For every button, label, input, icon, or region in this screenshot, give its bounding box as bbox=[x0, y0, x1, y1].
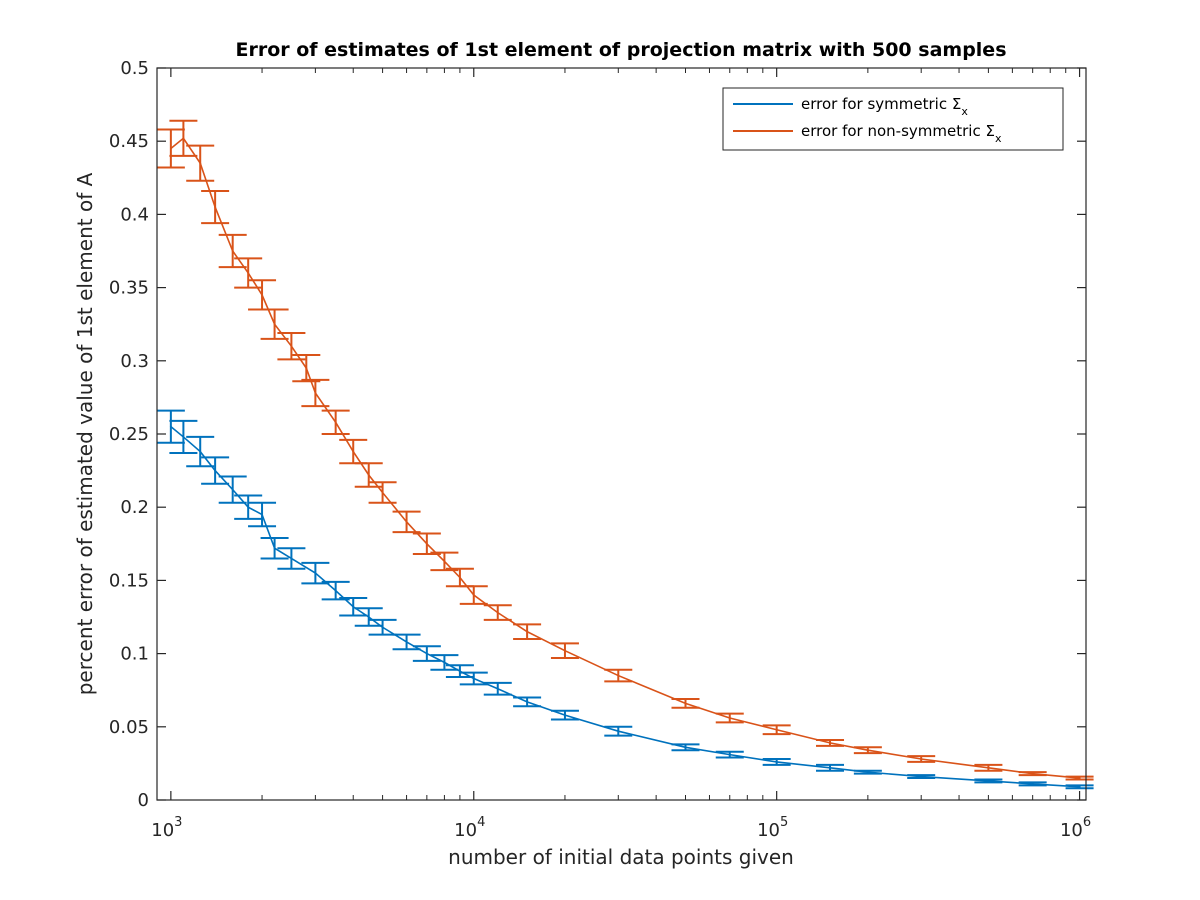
chart-title: Error of estimates of 1st element of pro… bbox=[235, 39, 1006, 61]
y-tick-label: 0.05 bbox=[109, 717, 149, 738]
data-point bbox=[305, 367, 308, 370]
data-point bbox=[866, 749, 869, 752]
data-point bbox=[169, 425, 172, 428]
data-point bbox=[564, 714, 566, 716]
data-point bbox=[684, 746, 687, 749]
data-point bbox=[231, 250, 234, 252]
data-point bbox=[617, 674, 620, 677]
data-point bbox=[334, 589, 337, 592]
data-point bbox=[352, 605, 355, 608]
data-point bbox=[273, 323, 276, 326]
y-tick-label: 0 bbox=[138, 790, 149, 811]
x-tick-label: 103 bbox=[151, 815, 182, 841]
data-point bbox=[459, 576, 461, 579]
series-layer bbox=[156, 119, 1094, 790]
data-point bbox=[405, 520, 408, 523]
data-point bbox=[214, 469, 217, 472]
y-tick-label: 0.15 bbox=[109, 570, 149, 591]
data-point bbox=[231, 488, 234, 491]
y-tick-label: 0.2 bbox=[120, 497, 149, 518]
legend: error for symmetric Σx error for non-symm… bbox=[722, 87, 1064, 151]
data-point bbox=[496, 687, 499, 690]
data-point bbox=[684, 702, 687, 705]
data-point bbox=[526, 701, 529, 703]
series-0 bbox=[156, 409, 1094, 790]
data-point bbox=[381, 491, 384, 494]
x-tick-label: 106 bbox=[1060, 815, 1091, 841]
data-point bbox=[459, 670, 461, 673]
data-point bbox=[728, 753, 731, 756]
data-point bbox=[829, 766, 831, 769]
data-point bbox=[352, 450, 355, 453]
data-point bbox=[1031, 772, 1034, 775]
series-1 bbox=[156, 119, 1094, 781]
x-tick-label: 104 bbox=[454, 815, 485, 841]
series-line bbox=[170, 426, 1080, 788]
data-point bbox=[182, 436, 185, 438]
legend-label: error for symmetric Σx bbox=[801, 95, 968, 118]
data-point bbox=[381, 626, 384, 629]
axes-layer: 0 0.05 0.1 0.15 0.2 0.25 0.3 0.35 0.4 0.45 0.5 103 1… bbox=[109, 58, 1091, 841]
data-point bbox=[405, 640, 408, 643]
y-axis-label: percent error of estimated value of 1st … bbox=[73, 172, 97, 695]
data-point bbox=[425, 652, 428, 655]
data-point bbox=[247, 272, 250, 274]
data-point bbox=[367, 474, 370, 476]
x-axis-label: number of initial data points given bbox=[448, 845, 794, 869]
data-point bbox=[443, 560, 446, 563]
data-point bbox=[273, 547, 276, 550]
legend-box bbox=[722, 87, 1064, 151]
y-tick-label: 0.4 bbox=[120, 204, 149, 225]
legend-label: error for non-symmetric Σx bbox=[801, 122, 1002, 145]
data-point bbox=[1031, 782, 1034, 785]
data-point bbox=[214, 206, 217, 208]
data-point bbox=[526, 630, 529, 633]
y-tick-label: 0.1 bbox=[120, 644, 149, 665]
data-point bbox=[367, 616, 370, 618]
y-tick-label: 0.3 bbox=[120, 351, 149, 372]
data-point bbox=[261, 294, 263, 296]
data-point bbox=[920, 775, 923, 778]
data-point bbox=[425, 542, 428, 545]
data-point bbox=[496, 611, 499, 614]
data-point bbox=[334, 421, 337, 424]
data-point bbox=[1078, 785, 1081, 788]
data-point bbox=[472, 594, 475, 596]
data-point bbox=[617, 730, 620, 733]
data-point bbox=[775, 728, 778, 731]
data-point bbox=[472, 677, 475, 680]
plot-area bbox=[157, 68, 1086, 800]
y-tick-label: 0.5 bbox=[120, 58, 149, 79]
y-tick-label: 0.35 bbox=[109, 278, 149, 299]
data-point bbox=[829, 742, 831, 744]
x-tick-label: 105 bbox=[757, 815, 788, 841]
y-tick-label: 0.45 bbox=[109, 131, 149, 152]
data-point bbox=[920, 758, 923, 760]
data-point bbox=[247, 506, 250, 509]
data-point bbox=[182, 137, 185, 140]
data-point bbox=[314, 392, 317, 394]
data-point bbox=[443, 661, 446, 664]
y-tick-label: 0.25 bbox=[109, 424, 149, 445]
data-point bbox=[261, 513, 263, 516]
data-point bbox=[564, 649, 566, 652]
data-point bbox=[987, 766, 990, 769]
data-point bbox=[290, 345, 293, 348]
data-point bbox=[728, 717, 731, 719]
data-point bbox=[987, 780, 990, 782]
data-point bbox=[290, 557, 293, 560]
data-point bbox=[199, 450, 202, 453]
data-point bbox=[866, 771, 869, 774]
data-point bbox=[199, 162, 202, 165]
data-point bbox=[775, 761, 778, 763]
data-point bbox=[1078, 777, 1081, 779]
data-point bbox=[169, 147, 172, 150]
data-point bbox=[314, 572, 317, 574]
